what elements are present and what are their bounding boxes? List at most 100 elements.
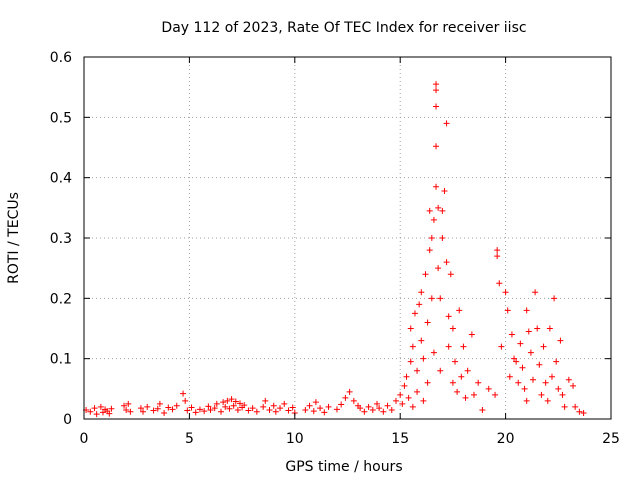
data-point [388,406,395,413]
data-point [409,403,416,410]
data-point [226,405,233,412]
data-point [544,397,551,404]
data-point [232,398,239,405]
data-point [426,247,433,254]
data-point [310,408,317,415]
data-point [222,403,229,410]
data-point [418,337,425,344]
data-point [144,403,151,410]
data-point [411,310,418,317]
data-point [468,331,475,338]
data-point [443,259,450,266]
y-tick-label: 0.5 [50,110,72,126]
data-point [161,409,168,416]
data-point [555,385,562,392]
data-point [460,343,467,350]
x-tick-label: 5 [185,431,194,447]
data-point [357,405,364,412]
data-point [266,406,273,413]
data-point [228,396,235,403]
data-point [424,319,431,326]
data-point [365,403,372,410]
data-point [346,388,353,395]
data-point [513,358,520,365]
data-point [536,361,543,368]
data-point [542,379,549,386]
data-point [230,402,237,409]
data-point [192,409,199,416]
data-point [527,349,534,356]
data-point [165,404,172,411]
data-point [285,407,292,414]
data-point [430,349,437,356]
data-point [433,183,440,190]
data-point [508,331,515,338]
data-point [127,408,134,415]
data-point [407,358,414,365]
data-point [205,403,212,410]
data-point [234,406,241,413]
data-point [454,388,461,395]
y-tick-label: 0.4 [50,171,72,187]
data-point [409,343,416,350]
data-point [321,409,328,416]
data-point [515,379,522,386]
data-point [506,373,513,380]
data-point [422,271,429,278]
y-tick-label: 0.2 [50,291,72,307]
data-point [397,391,404,398]
data-point [504,307,511,314]
data-point [150,407,157,414]
data-point [433,103,440,110]
data-point [169,406,176,413]
data-point [154,405,161,412]
data-point [236,400,243,407]
data-point [580,409,587,416]
data-point [441,187,448,194]
data-point [281,400,288,407]
data-point [312,399,319,406]
data-point [260,403,267,410]
data-point [399,400,406,407]
data-point [494,247,501,254]
data-point [182,397,189,404]
x-tick-label: 15 [391,431,409,447]
chart-title: Day 112 of 2023, Rate Of TEC Index for r… [161,20,526,36]
data-point [435,204,442,211]
data-point [449,379,456,386]
data-point [437,295,444,302]
data-point [523,307,530,314]
data-point [502,289,509,296]
data-point [426,207,433,214]
y-tick-label: 0.6 [50,50,72,66]
data-point [548,373,555,380]
data-point [530,376,537,383]
data-point [525,328,532,335]
data-point [540,343,547,350]
data-point [443,120,450,127]
data-point [207,406,214,413]
data-point [97,403,104,410]
data-point [430,216,437,223]
data-point [496,280,503,287]
data-point [418,289,425,296]
data-point [428,235,435,241]
data-point [572,403,579,410]
plot-frame [83,56,612,420]
data-point [140,408,147,415]
data-point [437,367,444,374]
data-point [405,394,412,401]
data-point [532,289,539,296]
data-point [570,382,577,389]
data-point [184,407,191,414]
data-point [87,408,94,415]
axis-ticks: 0 5 10 15 20 25 0 0.1 0.2 0.3 0.4 0.5 0.6 [50,50,620,447]
data-point [414,367,421,374]
data-point [99,409,106,416]
data-point [576,408,583,415]
data-point [306,402,313,409]
data-point [262,397,269,404]
data-point [361,408,368,415]
data-point [253,408,260,415]
data-point [338,401,345,408]
